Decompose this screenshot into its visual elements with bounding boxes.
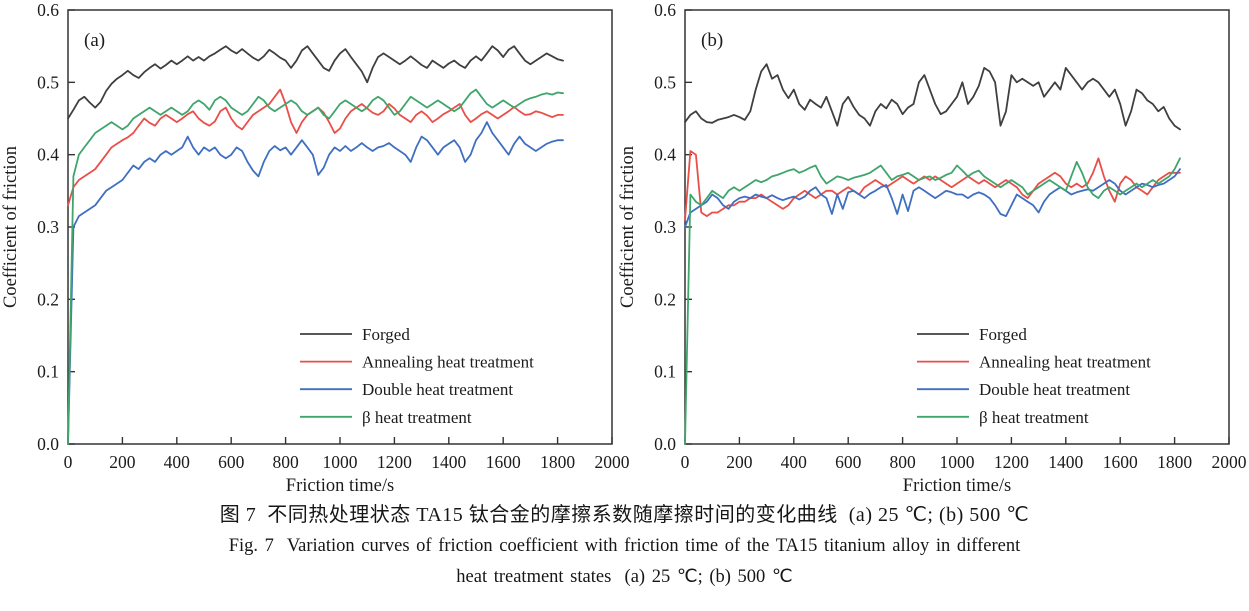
x-tick-label: 800 (889, 452, 916, 472)
panel-label: (b) (701, 30, 723, 51)
series-line-0 (67, 45, 564, 120)
x-tick-label: 1200 (994, 452, 1029, 472)
x-tick-label: 1200 (377, 452, 412, 472)
y-axis-title: Coefficient of friction (1, 146, 21, 308)
caption-chinese: 图 7 不同热处理状态 TA15 钛合金的摩擦系数随摩擦时间的变化曲线 (a) … (219, 504, 1030, 526)
y-tick-label: 0.6 (654, 0, 676, 20)
x-tick-label: 2000 (595, 452, 630, 472)
y-axis-title: Coefficient of friction (618, 146, 638, 308)
y-tick-label: 0.6 (37, 0, 59, 20)
y-tick-label: 0.4 (654, 145, 676, 165)
series-line-3 (67, 88, 564, 445)
x-tick-label: 0 (681, 452, 690, 472)
y-tick-label: 0.3 (37, 217, 59, 237)
y-tick-label: 0.5 (654, 72, 676, 92)
x-axis-title: Friction time/s (903, 476, 1011, 496)
y-tick-label: 0.2 (654, 289, 676, 309)
figure-captions: 图 7 不同热处理状态 TA15 钛合金的摩擦系数随摩擦时间的变化曲线 (a) … (0, 499, 1249, 593)
x-tick-label: 200 (109, 452, 136, 472)
x-tick-label: 1400 (431, 452, 466, 472)
legend-label: Annealing heat treatment (362, 353, 534, 372)
x-tick-label: 1000 (323, 452, 358, 472)
x-axis-title: Friction time/s (286, 476, 394, 496)
y-tick-label: 0.1 (654, 362, 676, 382)
x-tick-label: 400 (781, 452, 808, 472)
plot-border (684, 9, 1230, 445)
legend-label: Forged (979, 325, 1027, 344)
x-tick-label: 0 (64, 452, 73, 472)
legend-label: Double heat treatment (979, 380, 1130, 399)
x-tick-label: 1600 (486, 452, 521, 472)
chart-panel-b: 0 200 400 600 800 1000 1200 1400 1600 1800 2000 0.0… (618, 0, 1247, 496)
legend-label: Annealing heat treatment (979, 353, 1151, 372)
chart-panel-a: 0 200 400 600 800 1000 1200 1400 1600 1800 2000 0.0… (1, 0, 630, 496)
legend-label: Forged (362, 325, 410, 344)
x-tick-label: 2000 (1212, 452, 1247, 472)
plot-border (67, 9, 613, 445)
caption-english-line1: Fig. 7 Variation curves of friction coef… (228, 536, 1021, 556)
y-tick-label: 0.3 (654, 217, 676, 237)
x-tick-label: 1800 (540, 452, 575, 472)
series-line-0 (684, 63, 1181, 131)
x-tick-label: 1000 (940, 452, 975, 472)
panel-label: (a) (84, 30, 105, 51)
y-tick-label: 0.1 (37, 362, 59, 382)
legend-label: Double heat treatment (362, 380, 513, 399)
x-tick-label: 600 (835, 452, 862, 472)
x-tick-label: 1800 (1157, 452, 1192, 472)
x-tick-label: 400 (164, 452, 191, 472)
x-tick-label: 200 (726, 452, 753, 472)
series-line-3 (684, 157, 1181, 445)
series-line-1 (67, 88, 564, 207)
x-tick-label: 600 (218, 452, 245, 472)
y-tick-label: 0.5 (37, 72, 59, 92)
y-tick-label: 0.0 (654, 434, 676, 454)
y-tick-label: 0.2 (37, 289, 59, 309)
x-tick-label: 800 (272, 452, 299, 472)
series-line-2 (67, 121, 564, 445)
series-line-1 (684, 150, 1181, 221)
x-tick-label: 1600 (1103, 452, 1138, 472)
y-tick-label: 0.4 (37, 145, 59, 165)
series-line-2 (684, 168, 1181, 228)
legend-label: β heat treatment (979, 408, 1089, 427)
x-tick-label: 1400 (1048, 452, 1083, 472)
caption-english-line2: heat treatment states (a) 25 ℃; (b) 500 … (456, 567, 793, 587)
legend-label: β heat treatment (362, 408, 472, 427)
y-tick-label: 0.0 (37, 434, 59, 454)
